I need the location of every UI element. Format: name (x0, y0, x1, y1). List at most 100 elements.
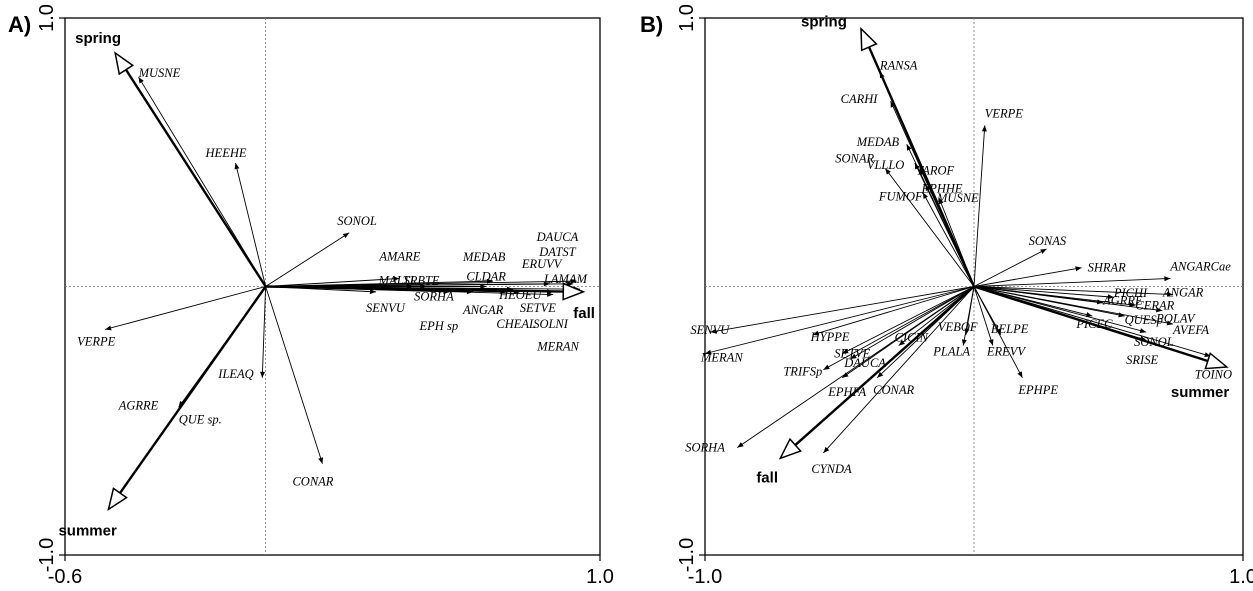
species-label: RANSA (879, 59, 918, 73)
species-arrow (973, 286, 1023, 379)
panel-a-biplot: -0.6 1.0 1.0 -1.0 MUSNE HEEHE SONOL VERPE AGRRE Q… (36, 4, 614, 588)
x-tick-label: 1.0 (586, 566, 614, 588)
species-arrowhead (842, 372, 849, 378)
species-arrowhead (1107, 294, 1114, 300)
species-arrowhead (260, 371, 265, 378)
species-arrowhead (369, 289, 376, 295)
season-arrowhead (778, 437, 802, 460)
x-tick-label: 1.0 (1229, 566, 1253, 588)
species-label: TOINO (1195, 367, 1232, 381)
season-arrow (794, 285, 975, 446)
species-vector: SHRAR (973, 261, 1126, 287)
species-vector: VERPE (77, 286, 266, 348)
species-arrowhead (823, 364, 830, 370)
species-arrow (962, 286, 975, 346)
species-label: MUSNE (138, 66, 181, 80)
species-arrow (841, 286, 975, 355)
species-vector: CYNDA (811, 286, 975, 476)
species-vector: TRIFSp (783, 286, 975, 379)
species-label: MEDAB (856, 135, 900, 149)
y-tick-label: -1.0 (676, 538, 698, 572)
y-tick-label: -1.0 (36, 538, 58, 572)
species-arrowhead (705, 349, 712, 355)
species-label: FUMOF (878, 190, 923, 204)
species-arrowhead (710, 328, 717, 334)
species-vector: SONOL (265, 214, 377, 287)
species-arrowhead (898, 339, 905, 346)
species-label: CLDAR (466, 270, 506, 284)
species-vector: QUE sp. (178, 286, 266, 426)
species-label: EPH sp (419, 319, 459, 333)
species-arrow (265, 286, 323, 464)
species-arrow (812, 286, 975, 336)
species-vector: MERAN (700, 286, 975, 365)
species-arrowhead (547, 291, 554, 297)
species-vector: FUMOF (878, 190, 975, 287)
species-arrowhead (885, 168, 891, 175)
species-arrow (704, 286, 975, 355)
species-label: CONAR (873, 383, 914, 397)
species-label: SONAS (1029, 234, 1067, 248)
species-vector: DAUCA (843, 286, 975, 370)
species-arrow (884, 168, 975, 287)
species-label: PLALA (932, 345, 970, 359)
species-arrowhead (981, 125, 987, 132)
species-arrowhead (1129, 302, 1136, 308)
species-vector: AMARE (265, 249, 421, 287)
species-label: AGRRE (118, 398, 159, 412)
species-label: ERUVV (521, 257, 563, 271)
species-arrow (973, 125, 986, 287)
species-arrowhead (1166, 291, 1174, 297)
species-vector: ANGARCae (973, 259, 1231, 287)
species-arrow (973, 248, 1047, 287)
species-arrowhead (1017, 371, 1023, 378)
panel-a-label: A) (8, 12, 32, 37)
species-vector: HYPPE (810, 286, 975, 344)
species-vector: MUSNE (936, 191, 979, 287)
species-vector: PLALA (932, 286, 975, 359)
species-arrowhead (961, 339, 967, 346)
species-arrowhead (1166, 320, 1174, 326)
species-label: CERAR (1135, 298, 1174, 312)
species-label: AMARE (378, 249, 420, 263)
season-arrow (867, 46, 976, 287)
species-arrowhead (342, 232, 350, 239)
season-label: summer (58, 522, 117, 539)
panel-b-biplot: -1.0 1.0 1.0 -1.0 RANSA CARHI VERPE MEDAB VLLLO T… (676, 4, 1253, 588)
species-vector: ERUVV (265, 257, 563, 287)
species-arrow (710, 286, 975, 333)
species-label: AVEFA (1172, 323, 1209, 337)
species-arrowhead (877, 371, 884, 378)
season-label: fall (756, 469, 778, 486)
species-label: LAMAM (543, 272, 588, 286)
species-label: SENVU (366, 301, 406, 315)
species-label: HEEHE (205, 146, 247, 160)
species-arrow (973, 286, 1114, 298)
season-arrow (119, 285, 267, 494)
season-arrowhead (114, 51, 135, 76)
species-arrow (265, 283, 550, 287)
species-label: SRISE (1126, 353, 1158, 367)
species-arrow (973, 286, 1174, 296)
season-vector: summer (58, 285, 267, 539)
species-arrow (265, 232, 350, 287)
species-vector: SENVU (265, 286, 406, 315)
species-label: BELPE (991, 322, 1029, 336)
species-vector: SORHA (685, 286, 975, 455)
season-arrow (265, 285, 564, 293)
species-label: SONOL (337, 214, 377, 228)
species-label: MERAN (700, 351, 743, 365)
species-arrowhead (480, 284, 487, 289)
species-arrowhead (812, 330, 820, 336)
species-vector: EREVV (973, 286, 1026, 359)
species-arrowhead (543, 281, 550, 287)
species-arrowhead (318, 457, 324, 464)
species-arrowhead (823, 446, 830, 453)
species-arrowhead (1139, 328, 1147, 334)
species-arrowhead (1085, 312, 1093, 318)
season-vector: fall (756, 285, 975, 486)
species-arrowhead (914, 162, 920, 170)
panel-b-label: B) (640, 12, 664, 37)
species-arrow (105, 286, 266, 330)
y-tick-label: 1.0 (676, 4, 698, 32)
